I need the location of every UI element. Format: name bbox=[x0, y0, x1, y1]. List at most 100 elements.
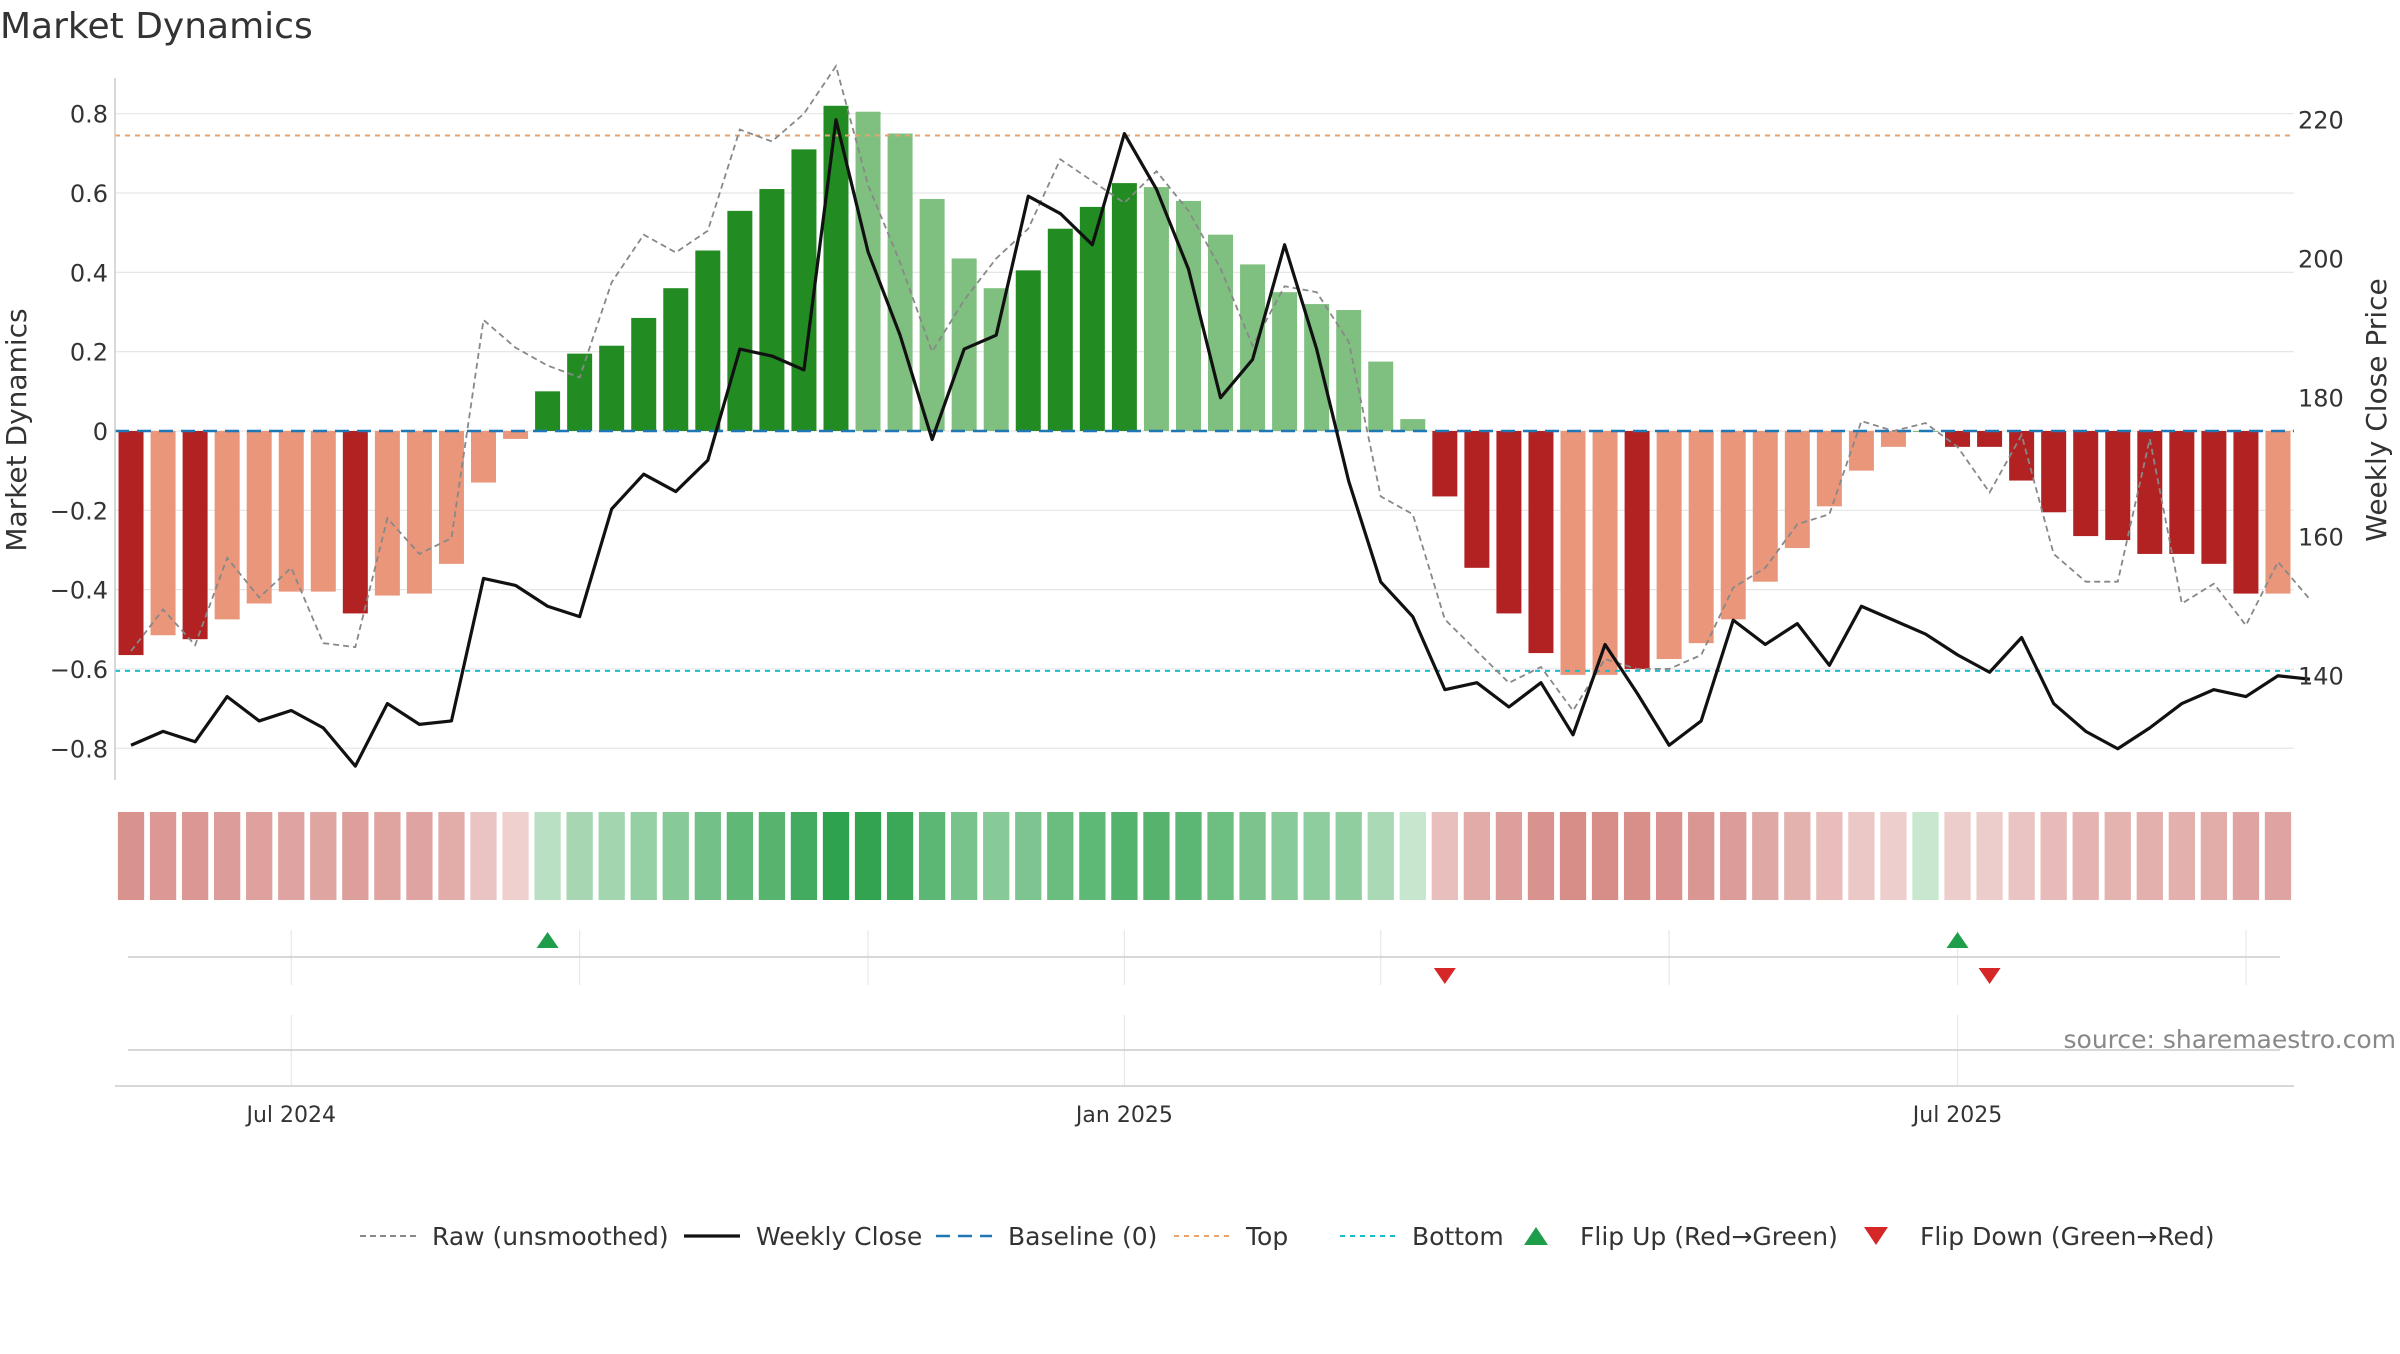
heat-strip-cell bbox=[342, 812, 369, 900]
heat-strip-cell bbox=[1656, 812, 1683, 900]
heat-strip-cell bbox=[1207, 812, 1234, 900]
dynamics-bar bbox=[2169, 430, 2195, 554]
dynamics-bar bbox=[182, 430, 208, 640]
legend: Raw (unsmoothed) Weekly Close Baseline (0)… bbox=[360, 1222, 2215, 1251]
dynamics-bar bbox=[1368, 361, 1394, 431]
heat-strip-cell bbox=[438, 812, 465, 900]
heat-strip-cell bbox=[2264, 812, 2292, 900]
heat-strip-cell bbox=[1271, 812, 1298, 900]
heat-strip-cell bbox=[854, 812, 882, 900]
dynamics-bar bbox=[1528, 430, 1554, 654]
heat-strip-cell bbox=[983, 812, 1010, 900]
dynamics-bar bbox=[278, 430, 304, 592]
flip-down-marker bbox=[1433, 968, 1456, 984]
heat-strip-cell bbox=[310, 812, 337, 900]
dynamics-bar bbox=[1272, 292, 1298, 431]
x-tick-label: Jul 2025 bbox=[1911, 1103, 2003, 1128]
heat-strip-cell bbox=[1976, 812, 2003, 900]
dynamics-bar bbox=[791, 149, 817, 431]
dynamics-bar bbox=[471, 430, 497, 483]
heat-strip-cell bbox=[1527, 812, 1555, 900]
dynamics-bar bbox=[1880, 430, 1906, 447]
dynamics-bar bbox=[2105, 430, 2131, 541]
dynamics-bar bbox=[1336, 310, 1362, 431]
heat-strip-cell bbox=[1111, 812, 1138, 900]
legend-label: Flip Up (Red→Green) bbox=[1580, 1222, 1838, 1251]
y-tick-label-left: −0.8 bbox=[50, 735, 108, 763]
y-tick-label-left: −0.4 bbox=[50, 577, 108, 605]
dynamics-bar bbox=[406, 430, 432, 594]
heat-strip-cell bbox=[886, 812, 914, 900]
dynamics-bar bbox=[663, 288, 689, 431]
dynamics-bar bbox=[1400, 419, 1426, 431]
heat-strip-cell bbox=[502, 812, 529, 900]
dynamics-bar bbox=[150, 430, 176, 636]
dynamics-bar bbox=[503, 430, 529, 439]
dynamics-bar bbox=[1816, 430, 1842, 507]
weekly-close-line bbox=[130, 118, 2311, 768]
dynamics-bar bbox=[1592, 430, 1618, 675]
legend-swatch-flip-up bbox=[1524, 1227, 1548, 1245]
heat-strip-cell bbox=[1079, 812, 1106, 900]
heat-strip-cell bbox=[278, 812, 305, 900]
heat-strip-cell bbox=[1239, 812, 1266, 900]
heat-strip-cell bbox=[470, 812, 497, 900]
y-tick-label-left: 0.6 bbox=[70, 180, 108, 208]
heat-strip-cell bbox=[1303, 812, 1330, 900]
heat-strip-cell bbox=[1720, 812, 1747, 900]
dynamics-bar bbox=[1240, 264, 1266, 431]
dynamics-bar bbox=[2041, 430, 2067, 513]
source-attribution: source: sharemaestro.com bbox=[2064, 1025, 2397, 1054]
heat-strip-cell bbox=[2168, 812, 2195, 900]
heat-strip-cell bbox=[1015, 812, 1042, 900]
axes-layer: −0.8 −0.6 −0.4 −0.2 0 0.2 0.4 0.6 0.8 140 160 180 20… bbox=[50, 78, 2344, 1128]
dynamics-bar bbox=[2009, 430, 2035, 481]
heat-strip-cell bbox=[2200, 812, 2228, 900]
legend-label: Top bbox=[1245, 1222, 1288, 1251]
y-tick-label-right: 160 bbox=[2298, 524, 2344, 552]
y-tick-label-right: 180 bbox=[2298, 385, 2344, 413]
dynamics-bar bbox=[1784, 430, 1810, 548]
heat-strip-cell bbox=[1431, 812, 1458, 900]
heat-strip-cell bbox=[1784, 812, 1811, 900]
heat-strip-cell bbox=[374, 812, 401, 900]
heat-strip-cell bbox=[117, 812, 145, 900]
heat-strip-cell bbox=[918, 812, 946, 900]
dynamics-bar bbox=[567, 353, 593, 431]
dynamics-bar bbox=[342, 430, 368, 614]
dynamics-bar bbox=[1015, 270, 1041, 431]
heat-strip-cell bbox=[1335, 812, 1362, 900]
dynamics-bar bbox=[1977, 430, 2003, 447]
dynamics-bar bbox=[727, 210, 753, 431]
heat-strip-cell bbox=[2072, 812, 2099, 900]
heat-strip-cell bbox=[694, 812, 721, 900]
dynamics-bar bbox=[1464, 430, 1490, 568]
heat-strip-cell bbox=[630, 812, 657, 900]
dynamics-bar bbox=[1688, 430, 1714, 644]
dynamics-bar bbox=[2265, 430, 2291, 594]
dynamics-bar bbox=[2233, 430, 2259, 594]
dynamics-bar bbox=[631, 317, 657, 431]
heat-strip-cell bbox=[1880, 812, 1907, 900]
dynamics-bar bbox=[246, 430, 272, 604]
heat-strip-cell bbox=[1688, 812, 1715, 900]
heat-strip-cell bbox=[1495, 812, 1523, 900]
dynamics-bar bbox=[310, 430, 336, 592]
legend-label: Raw (unsmoothed) bbox=[432, 1222, 669, 1251]
heat-strip-cell bbox=[246, 812, 273, 900]
flip-markers-layer bbox=[128, 930, 2280, 985]
flip-down-marker bbox=[1978, 968, 2001, 984]
flip-up-marker bbox=[536, 932, 559, 948]
dynamics-bar bbox=[1752, 430, 1778, 582]
heat-strip-cell bbox=[1912, 812, 1939, 900]
heat-strip-cell bbox=[2040, 812, 2067, 900]
dynamics-bar bbox=[214, 430, 240, 620]
heat-strip-cell bbox=[1944, 812, 1971, 900]
heat-strip-cell bbox=[181, 812, 209, 900]
heat-strip-cell bbox=[214, 812, 241, 900]
heat-strip-cell bbox=[534, 812, 561, 900]
dynamics-bar bbox=[535, 391, 561, 431]
heat-strip-layer bbox=[117, 812, 2292, 900]
